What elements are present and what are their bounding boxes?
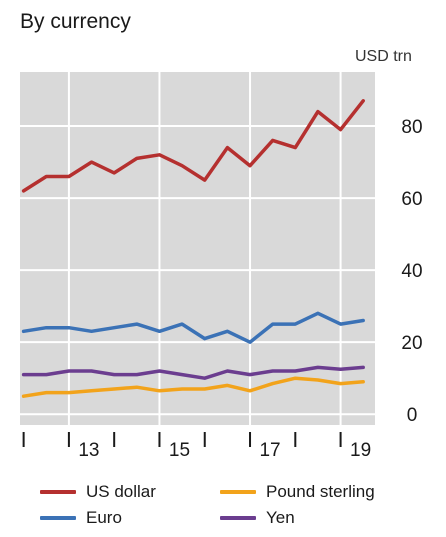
series-line-euro bbox=[21, 311, 365, 344]
y-tick-label: 20 bbox=[401, 333, 422, 354]
legend-item: Pound sterling bbox=[220, 482, 375, 502]
legend-item: Euro bbox=[40, 508, 122, 528]
legend-swatch bbox=[40, 490, 76, 494]
x-tick-label: 17 bbox=[259, 440, 280, 461]
legend-item: US dollar bbox=[40, 482, 156, 502]
x-tick-label: 15 bbox=[169, 440, 190, 461]
y-tick-label: 40 bbox=[401, 261, 422, 282]
legend-label: US dollar bbox=[86, 482, 156, 501]
gridlines bbox=[20, 72, 375, 425]
y-tick-label: 60 bbox=[401, 189, 422, 210]
series-line-pound-sterling bbox=[21, 376, 365, 398]
legend-item: Yen bbox=[220, 508, 295, 528]
x-tick-label: 19 bbox=[350, 440, 371, 461]
series-lines bbox=[21, 99, 365, 398]
y-tick-label: 0 bbox=[407, 405, 418, 426]
y-tick-labels: 0 20 40 60 80 bbox=[401, 117, 422, 426]
x-axis: 13 15 17 19 bbox=[22, 432, 371, 461]
legend-label: Yen bbox=[266, 508, 295, 527]
legend-swatch bbox=[220, 516, 256, 520]
x-tick-label: 13 bbox=[78, 440, 99, 461]
chart-title: By currency bbox=[20, 10, 131, 33]
legend-swatch bbox=[40, 516, 76, 520]
series-line-us-dollar bbox=[21, 99, 365, 193]
legend-label: Euro bbox=[86, 508, 122, 527]
legend-swatch bbox=[220, 490, 256, 494]
legend-label: Pound sterling bbox=[266, 482, 375, 501]
series-line-yen bbox=[21, 365, 365, 380]
y-tick-label: 80 bbox=[401, 117, 422, 138]
unit-label: USD trn bbox=[355, 48, 412, 65]
